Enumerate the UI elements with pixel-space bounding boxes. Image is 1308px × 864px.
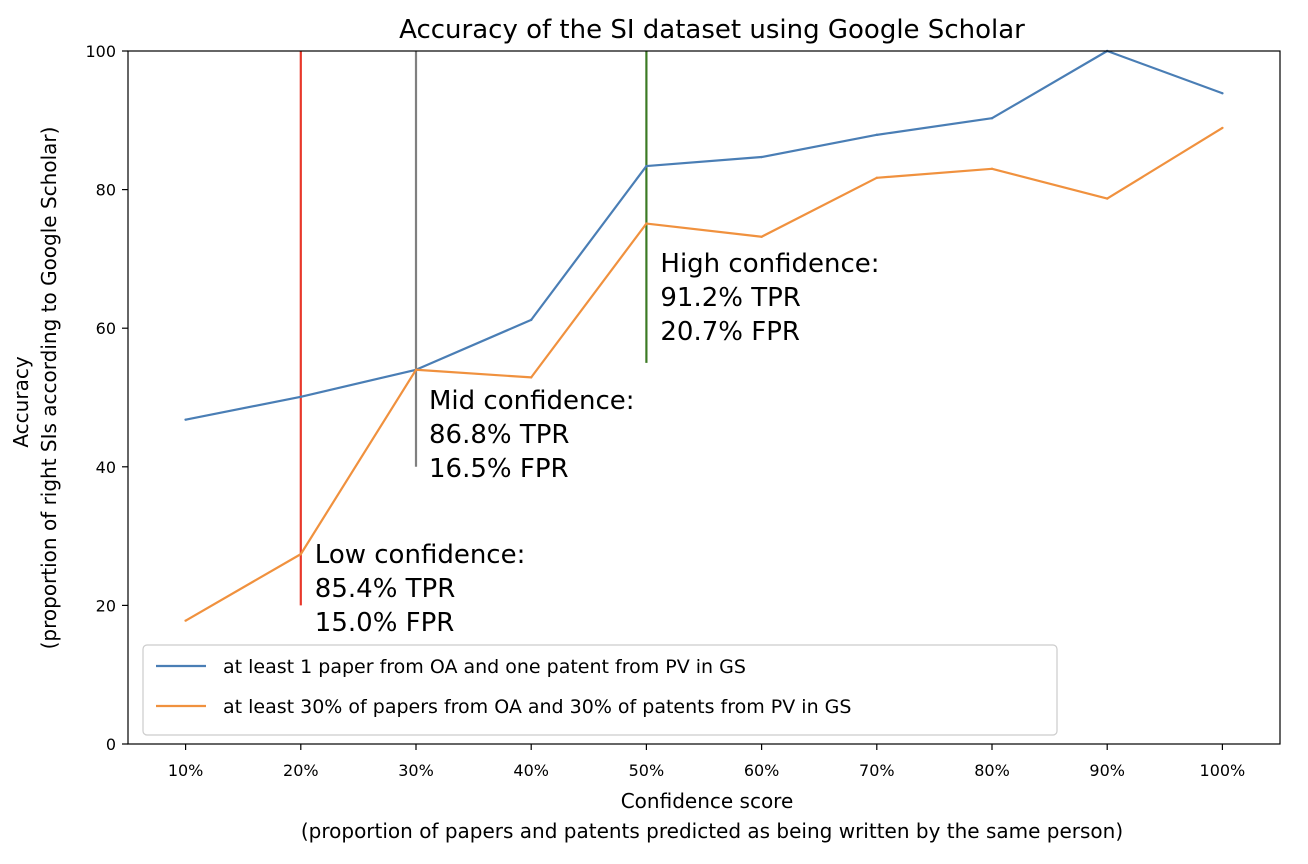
series-1-point-40pct — [530, 318, 533, 322]
y-tick-label: 20 — [96, 596, 116, 615]
series-1-point-50pct — [645, 164, 648, 168]
series-1-point-70pct — [875, 133, 878, 137]
threshold-annotation-3-line-1: High confidence: — [660, 249, 879, 279]
threshold-annotation-2-line-3: 16.5% FPR — [429, 454, 569, 484]
x-tick-label: 100% — [1200, 761, 1246, 780]
y-axis-sublabel: (proportion of right SIs according to Go… — [37, 127, 61, 650]
threshold-annotation-1-line-3: 15.0% FPR — [315, 608, 455, 638]
series-2-point-50pct — [645, 222, 648, 225]
series-1-point-20pct — [299, 395, 302, 399]
threshold-annotation-2-line-2: 86.8% TPR — [429, 420, 570, 450]
series-2-point-80pct — [990, 167, 994, 171]
series-1-point-100pct — [1221, 92, 1224, 95]
legend-box — [142, 644, 1058, 736]
series-1-point-80pct — [990, 117, 994, 120]
series-1-point-10pct — [184, 418, 187, 421]
series-2-point-90pct — [1106, 197, 1109, 200]
x-axis-label: Confidence score — [621, 789, 794, 813]
x-tick-label: 10% — [168, 761, 204, 780]
legend: at least 1 paper from OA and one patent … — [142, 644, 1058, 736]
x-axis-ticks: 10% 20% 30% 40% 50% 60% 70% 80% 90% 100% — [168, 744, 1245, 780]
y-tick-label: 40 — [96, 458, 116, 477]
threshold-annotation-1-line-2: 85.4% TPR — [315, 574, 456, 604]
plot-frame — [127, 50, 1281, 745]
y-tick-label: 80 — [96, 181, 116, 200]
y-tick-label: 100 — [85, 42, 116, 61]
series-2-point-60pct — [760, 235, 763, 238]
x-tick-label: 30% — [398, 761, 434, 780]
series-2-point-100pct — [1221, 126, 1224, 130]
threshold-annotations: Low confidence: 85.4% TPR 15.0% FPR Mid con… — [315, 249, 880, 638]
y-axis-ticks: 0 20 40 60 80 100 — [85, 42, 128, 754]
legend-label-series-2: at least 30% of papers from OA and 30% o… — [223, 696, 851, 718]
series-line-1 — [185, 49, 1223, 421]
y-axis-label: Accuracy — [9, 356, 33, 447]
series-2-point-30pct — [414, 368, 418, 371]
threshold-annotation-3-line-3: 20.7% FPR — [660, 317, 800, 347]
legend-label-series-1: at least 1 paper from OA and one patent … — [223, 656, 746, 678]
series-lines — [184, 49, 1224, 622]
series-2-point-10pct — [184, 619, 187, 622]
x-tick-label: 60% — [744, 761, 780, 780]
series-2-point-20pct — [299, 552, 302, 556]
series-2-point-70pct — [875, 176, 878, 180]
x-tick-label: 70% — [859, 761, 895, 780]
x-tick-label: 90% — [1089, 761, 1125, 780]
chart-title: Accuracy of the SI dataset using Google … — [399, 15, 1025, 45]
x-axis-sublabel: (proportion of papers and patents predic… — [301, 819, 1123, 843]
series-line-2 — [185, 126, 1223, 622]
threshold-annotation-1-line-1: Low confidence: — [315, 540, 526, 570]
series-2-point-40pct — [530, 376, 533, 379]
series-1-point-60pct — [760, 155, 763, 159]
threshold-lines — [299, 51, 648, 606]
x-tick-label: 20% — [283, 761, 319, 780]
x-tick-label: 80% — [974, 761, 1010, 780]
y-tick-label: 60 — [96, 319, 116, 338]
threshold-annotation-3-line-2: 91.2% TPR — [660, 283, 801, 313]
threshold-annotation-2-line-1: Mid confidence: — [429, 386, 635, 416]
x-tick-label: 50% — [629, 761, 665, 780]
y-tick-label: 0 — [106, 735, 116, 754]
x-tick-label: 40% — [513, 761, 549, 780]
